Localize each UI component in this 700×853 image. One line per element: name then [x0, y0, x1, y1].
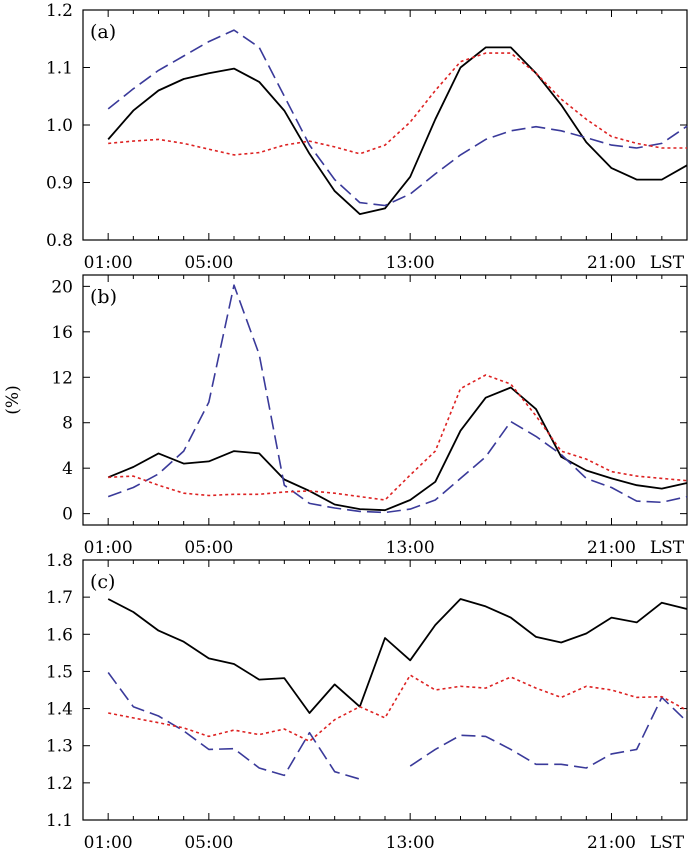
x-tick-label: LST — [650, 253, 685, 273]
x-tick-label: 05:00 — [184, 538, 233, 558]
series-solid-line — [107, 598, 688, 714]
series-dashed-line — [409, 696, 688, 769]
y-axis-label: (%) — [3, 385, 23, 414]
x-tick-label: 21:00 — [587, 833, 636, 853]
plot-frame — [82, 274, 688, 526]
y-tick-label: 4 — [62, 459, 73, 479]
panel-2: 01:00 05:00 13:00 21:00 LST 1.1 1.2 1.3 1.4 1.5 1.… — [46, 551, 688, 853]
series-solid-line — [107, 386, 688, 512]
panel-label: (a) — [90, 21, 116, 43]
y-tick-label: 1.1 — [46, 811, 73, 831]
series-dashed-line — [107, 29, 688, 207]
y-tick-label: 1.6 — [46, 625, 73, 645]
x-tick-label: 01:00 — [84, 253, 133, 273]
series-dashed-line — [107, 672, 361, 780]
series-dotted-line — [108, 52, 687, 156]
panel-label: (c) — [90, 571, 115, 593]
x-tick-label: 05:00 — [184, 253, 233, 273]
y-tick-label: 0.9 — [46, 174, 73, 194]
y-tick-label: 1.2 — [46, 1, 73, 21]
y-tick-label: 0 — [62, 505, 73, 525]
y-tick-label: 1.3 — [46, 737, 73, 757]
x-tick-label: LST — [650, 538, 685, 558]
y-tick-label: 1.0 — [46, 116, 73, 136]
y-tick-label: 16 — [51, 323, 73, 343]
series-dotted-line — [108, 374, 688, 501]
x-tick-label: 01:00 — [84, 833, 133, 853]
y-tick-label: 0.8 — [46, 231, 73, 251]
x-tick-label: 13:00 — [386, 253, 435, 273]
x-tick-label: 05:00 — [184, 833, 233, 853]
series-dotted-line — [108, 674, 688, 743]
series-solid-line — [107, 46, 688, 216]
plot-frame — [82, 559, 688, 821]
panel-label: (b) — [90, 286, 117, 308]
panel-1: 01:00 05:00 13:00 21:00 LST 0 4 8 12 16 20 (b) (%) — [3, 274, 688, 558]
x-tick-label: 21:00 — [587, 538, 636, 558]
y-tick-label: 1.7 — [46, 588, 73, 608]
y-tick-label: 1.2 — [46, 774, 73, 794]
panel-0: 01:00 05:00 13:00 21:00 LST 0.8 0.9 1.0 1.1 1.2 (a… — [46, 1, 688, 273]
x-tick-label: 01:00 — [84, 538, 133, 558]
y-tick-label: 20 — [51, 277, 73, 297]
y-tick-label: 1.1 — [46, 59, 73, 79]
x-tick-label: 13:00 — [386, 833, 435, 853]
y-tick-label: 1.8 — [46, 551, 73, 571]
x-tick-label: 21:00 — [587, 253, 636, 273]
x-tick-label: 13:00 — [386, 538, 435, 558]
y-tick-label: 1.5 — [46, 662, 73, 682]
y-tick-label: 8 — [62, 414, 73, 434]
y-tick-label: 12 — [51, 368, 73, 388]
x-tick-label: LST — [650, 833, 685, 853]
y-tick-label: 1.4 — [46, 700, 73, 720]
series-dashed-line — [107, 284, 688, 514]
